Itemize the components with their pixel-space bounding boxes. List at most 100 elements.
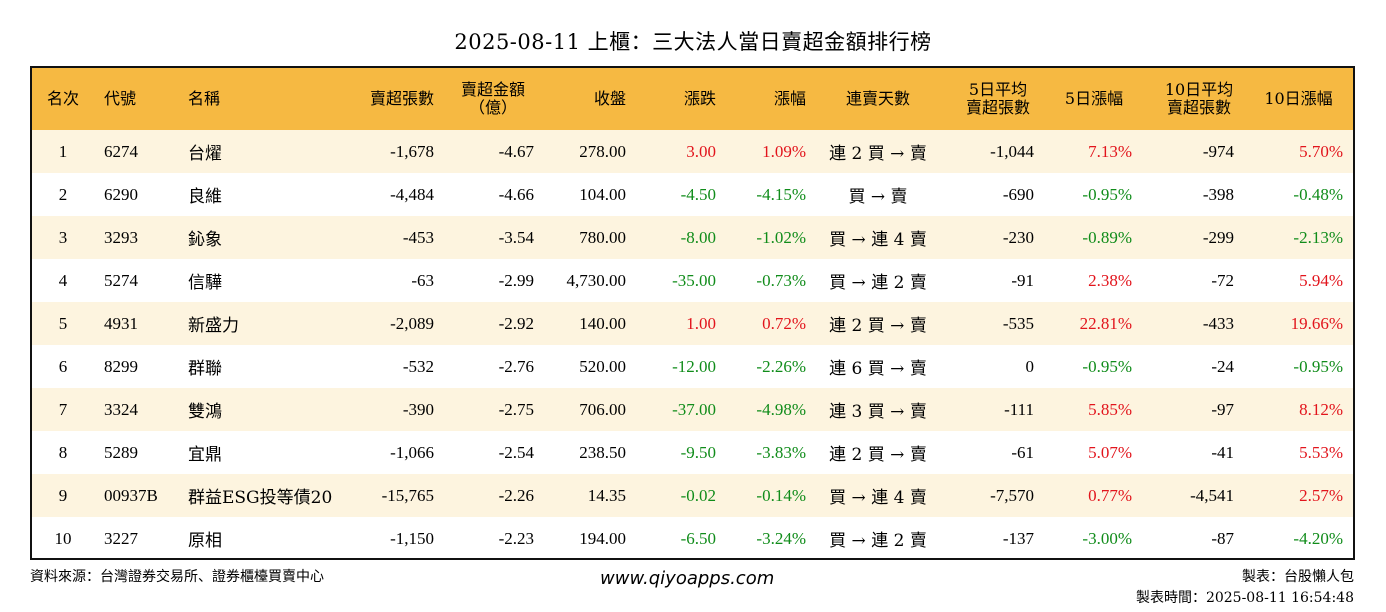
cell-avg5: 0 [1025, 356, 1035, 376]
cell-pct10: 5.53% [1299, 442, 1343, 462]
cell-pct10: -0.48% [1293, 184, 1343, 204]
cell-change-pct: -3.83% [756, 442, 806, 462]
cell-change: -35.00 [672, 270, 716, 290]
header-pct10: 10日漲幅 [1264, 89, 1333, 108]
table-row: 2 6290 良維 -4,484 -4.66 104.00 -4.50 -4.15% 買 → 賣… [32, 173, 1353, 216]
cell-pct10: 5.94% [1299, 270, 1343, 290]
table-row: 5 4931 新盛力 -2,089 -2.92 140.00 1.00 0.72% 連 2 買 … [32, 302, 1353, 345]
cell-sell-amount: -4.66 [498, 184, 534, 204]
cell-close: 706.00 [579, 399, 626, 419]
cell-avg10: -4,541 [1190, 485, 1234, 505]
cell-sell-amount: -2.99 [498, 270, 534, 290]
cell-streak: 連 3 買 → 賣 [829, 402, 927, 422]
website-link[interactable]: www.qiyoapps.com [600, 568, 775, 589]
cell-rank: 7 [58, 399, 68, 419]
cell-close: 140.00 [579, 313, 626, 333]
cell-change-pct: -1.02% [756, 227, 806, 247]
header-sell-shares: 賣超張數 [369, 89, 434, 108]
cell-pct10: -4.20% [1293, 528, 1343, 548]
cell-name: 信驊 [188, 273, 222, 293]
cell-avg10: -72 [1211, 270, 1234, 290]
cell-pct10: 19.66% [1290, 313, 1343, 333]
cell-name: 良維 [188, 187, 222, 207]
cell-sell-amount: -2.76 [498, 356, 534, 376]
cell-streak: 買 → 連 2 賣 [829, 273, 927, 293]
cell-avg5: -230 [1002, 227, 1034, 247]
cell-pct10: 8.12% [1299, 399, 1343, 419]
cell-sell-shares: -4,484 [390, 184, 434, 204]
cell-pct5: 22.81% [1079, 313, 1132, 333]
cell-streak: 買 → 連 2 賣 [829, 531, 927, 551]
cell-avg10: -974 [1202, 141, 1234, 161]
header-avg10-line1: 10日平均 [1164, 80, 1234, 99]
cell-change: 3.00 [686, 141, 716, 161]
data-source-note: 資料來源：台灣證券交易所、證券櫃檯買賣中心 [30, 569, 324, 585]
cell-rank: 4 [58, 270, 68, 290]
header-avg5-line2: 賣超張數 [965, 98, 1030, 117]
header-sell-amount-line2: （億） [468, 98, 517, 117]
cell-streak: 買 → 連 4 賣 [829, 230, 927, 250]
cell-avg5: -137 [1002, 528, 1034, 548]
cell-avg5: -1,044 [990, 141, 1034, 161]
header-rank: 名次 [46, 89, 79, 108]
cell-code: 3227 [104, 528, 138, 548]
cell-code: 00937B [104, 485, 158, 505]
cell-pct10: 2.57% [1299, 485, 1343, 505]
page-title: 2025-08-11 上櫃：三大法人當日賣超金額排行榜 [454, 30, 932, 54]
cell-avg5: -535 [1002, 313, 1034, 333]
cell-change-pct: -4.98% [756, 399, 806, 419]
cell-close: 104.00 [579, 184, 626, 204]
cell-rank: 6 [58, 356, 68, 376]
header-streak: 連賣天數 [845, 89, 910, 108]
cell-streak: 連 2 買 → 賣 [829, 144, 927, 164]
cell-sell-shares: -453 [402, 227, 434, 247]
cell-pct5: 2.38% [1088, 270, 1132, 290]
cell-sell-amount: -4.67 [498, 141, 534, 161]
cell-avg5: -91 [1011, 270, 1034, 290]
cell-pct10: -2.13% [1293, 227, 1343, 247]
cell-code: 3324 [104, 399, 138, 419]
cell-change: -37.00 [672, 399, 716, 419]
cell-name: 群益ESG投等債20 [188, 488, 333, 508]
header-sell-amount-line1: 賣超金額 [460, 80, 525, 99]
cell-change-pct: 0.72% [762, 313, 806, 333]
cell-sell-shares: -1,678 [390, 141, 434, 161]
cell-sell-amount: -2.23 [498, 528, 534, 548]
cell-pct10: -0.95% [1293, 356, 1343, 376]
cell-pct5: -0.89% [1082, 227, 1132, 247]
header-avg5: 5日平均 賣超張數 [942, 68, 1044, 130]
cell-code: 6274 [104, 141, 138, 161]
cell-pct5: 5.85% [1088, 399, 1132, 419]
cell-close: 194.00 [579, 528, 626, 548]
cell-rank: 5 [58, 313, 68, 333]
table-row: 3 3293 鈊象 -453 -3.54 780.00 -8.00 -1.02% 買 → 連 4… [32, 216, 1353, 259]
maker-note: 製表：台股懶人包 [1242, 569, 1354, 585]
header-pct5: 5日漲幅 [1064, 89, 1124, 108]
header-avg10: 10日平均 賣超張數 [1144, 68, 1244, 130]
cell-avg5: -111 [1004, 399, 1034, 419]
cell-rank: 2 [58, 184, 68, 204]
cell-close: 278.00 [579, 141, 626, 161]
cell-pct5: 5.07% [1088, 442, 1132, 462]
cell-change: -6.50 [680, 528, 716, 548]
cell-pct5: -0.95% [1082, 356, 1132, 376]
cell-change-pct: -0.73% [756, 270, 806, 290]
cell-avg5: -690 [1002, 184, 1034, 204]
cell-name: 鈊象 [188, 230, 222, 250]
cell-avg10: -87 [1211, 528, 1234, 548]
table-row: 10 3227 原相 -1,150 -2.23 194.00 -6.50 -3.24% 買 → … [32, 517, 1353, 560]
cell-avg5: -7,570 [990, 485, 1034, 505]
cell-close: 14.35 [587, 485, 626, 505]
cell-sell-amount: -2.26 [498, 485, 534, 505]
cell-avg10: -299 [1202, 227, 1234, 247]
cell-change: -9.50 [680, 442, 716, 462]
cell-code: 5274 [104, 270, 138, 290]
table-row: 6 8299 群聯 -532 -2.76 520.00 -12.00 -2.26% 連 6 買 … [32, 345, 1353, 388]
cell-code: 8299 [104, 356, 138, 376]
cell-code: 6290 [104, 184, 138, 204]
table-body: 1 6274 台燿 -1,678 -4.67 278.00 3.00 1.09% 連 2 買 →… [32, 130, 1353, 560]
cell-pct5: 0.77% [1088, 485, 1132, 505]
header-change: 漲跌 [683, 89, 716, 108]
cell-close: 780.00 [579, 227, 626, 247]
cell-close: 520.00 [579, 356, 626, 376]
